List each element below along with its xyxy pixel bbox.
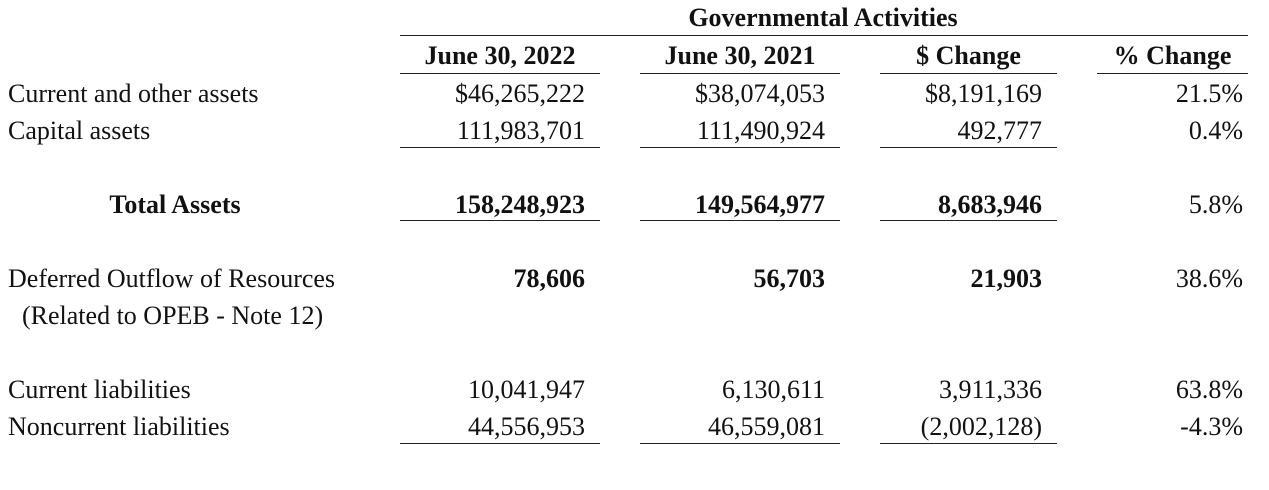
cell-value: 0.4% <box>1188 116 1243 145</box>
cell-value: 46,559,081 <box>708 412 825 441</box>
row-label: Current liabilities <box>8 375 191 404</box>
rule <box>400 147 600 148</box>
cell-value: 492,777 <box>957 116 1043 145</box>
cell-value: $8,191,169 <box>925 79 1042 108</box>
row-label: Noncurrent liabilities <box>8 412 230 441</box>
row-label: Total Assets <box>109 190 241 219</box>
rule <box>880 73 1057 74</box>
cell-value: 44,556,953 <box>468 412 585 441</box>
row-label: Deferred Outflow of Resources <box>8 264 336 293</box>
cell-value: 21.5% <box>1175 79 1243 108</box>
rule <box>400 73 600 74</box>
row-label: Capital assets <box>8 116 151 145</box>
cell-value: $38,074,053 <box>695 79 825 108</box>
rule <box>400 443 600 444</box>
cell-value: 111,490,924 <box>696 116 825 145</box>
rule <box>880 443 1057 444</box>
group-title: Governmental Activities <box>688 3 958 32</box>
rule <box>400 220 600 221</box>
cell-value: (2,002,128) <box>920 412 1042 441</box>
cell-value: -4.3% <box>1180 412 1243 441</box>
column-header: % Change <box>1113 41 1232 70</box>
rule <box>640 443 840 444</box>
rule <box>1097 73 1248 74</box>
cell-value: 10,041,947 <box>468 375 585 404</box>
column-header: June 30, 2022 <box>424 41 576 70</box>
cell-value: 21,903 <box>970 264 1043 293</box>
cell-value: 38.6% <box>1175 264 1243 293</box>
cell-value: 149,564,977 <box>695 190 825 219</box>
rule <box>400 35 1248 36</box>
cell-value: 111,983,701 <box>456 116 585 145</box>
rule <box>640 147 840 148</box>
row-label: Current and other assets <box>8 79 259 108</box>
cell-value: 5.8% <box>1188 190 1243 219</box>
cell-value: 3,911,336 <box>938 375 1042 404</box>
cell-value: 8,683,946 <box>938 190 1042 219</box>
row-note: (Related to OPEB - Note 12) <box>22 301 324 330</box>
rule <box>640 220 840 221</box>
cell-value: 63.8% <box>1175 375 1243 404</box>
rule <box>640 73 840 74</box>
cell-value: 6,130,611 <box>721 375 825 404</box>
rule <box>880 147 1057 148</box>
column-header: $ Change <box>916 41 1021 70</box>
cell-value: 56,703 <box>753 264 826 293</box>
rule <box>880 220 1057 221</box>
cell-value: 78,606 <box>513 264 586 293</box>
cell-value: $46,265,222 <box>455 79 585 108</box>
column-header: June 30, 2021 <box>664 41 816 70</box>
cell-value: 158,248,923 <box>455 190 585 219</box>
